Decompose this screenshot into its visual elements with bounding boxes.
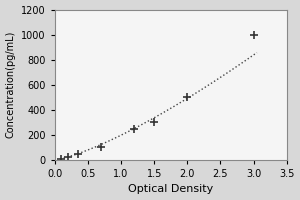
- Y-axis label: Concentration(pg/mL): Concentration(pg/mL): [6, 31, 16, 138]
- X-axis label: Optical Density: Optical Density: [128, 184, 213, 194]
